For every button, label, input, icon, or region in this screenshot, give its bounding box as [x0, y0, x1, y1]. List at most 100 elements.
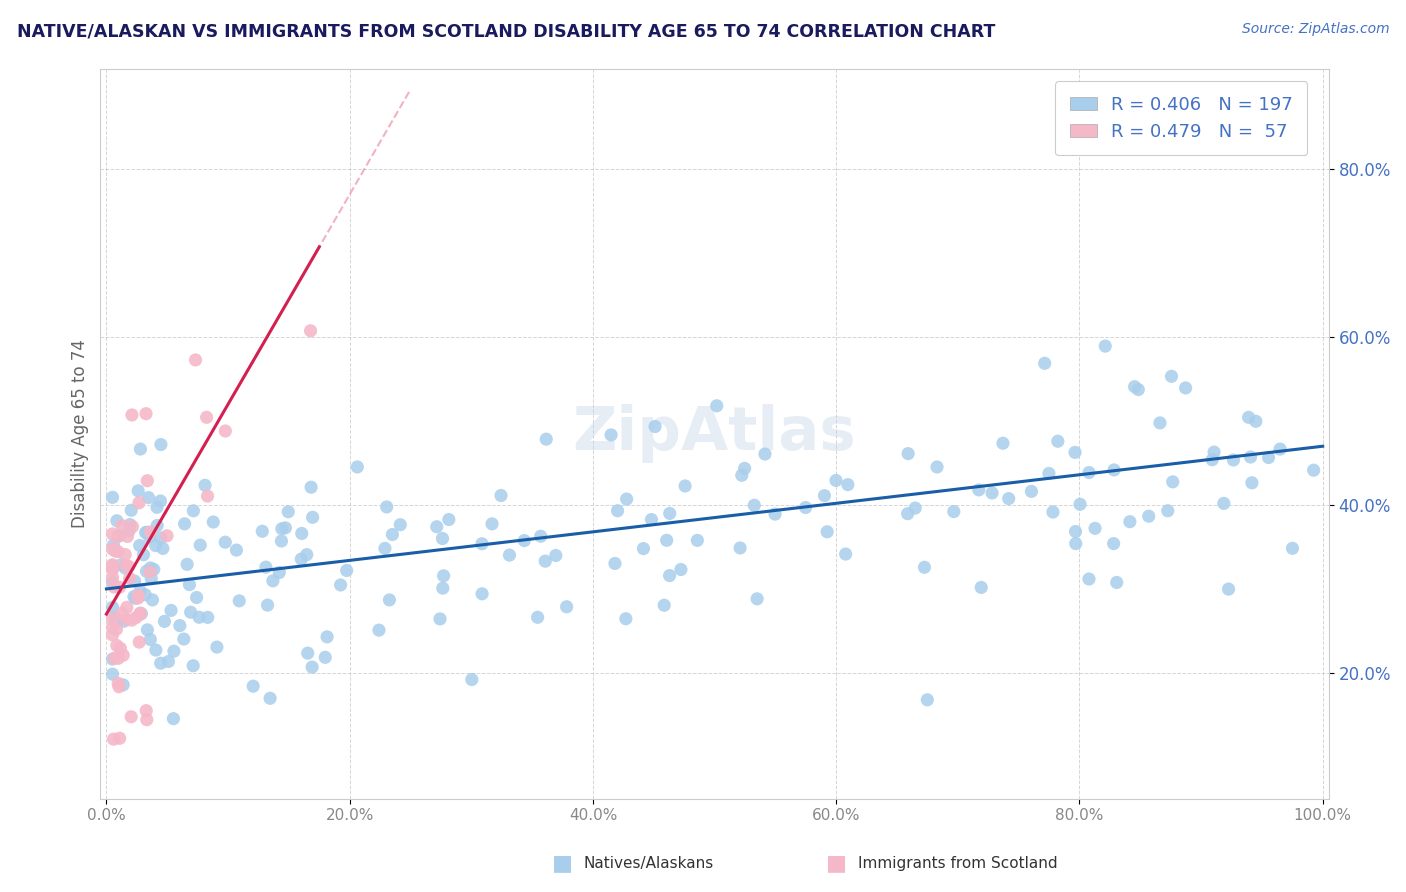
Point — [754, 447, 776, 461]
Point — [184, 353, 207, 368]
Point — [291, 526, 314, 541]
Point — [101, 558, 124, 572]
Point — [336, 564, 359, 578]
Point — [142, 562, 165, 576]
Point — [277, 505, 299, 519]
Point — [925, 460, 948, 475]
Point — [917, 693, 939, 707]
Point — [658, 568, 681, 582]
Point — [1302, 463, 1324, 477]
Point — [640, 512, 662, 526]
Point — [118, 517, 141, 532]
Point — [135, 704, 157, 718]
Point — [111, 518, 134, 533]
Point — [256, 598, 278, 612]
Point — [1237, 410, 1260, 425]
Point — [526, 610, 548, 624]
Point — [101, 561, 124, 575]
Point — [534, 554, 557, 568]
Point — [437, 512, 460, 526]
Point — [686, 533, 709, 548]
Point — [644, 419, 666, 434]
Point — [101, 652, 124, 666]
Point — [616, 491, 638, 506]
Point — [103, 580, 125, 594]
Point — [181, 658, 204, 673]
Point — [1157, 504, 1180, 518]
Point — [763, 507, 786, 521]
Point — [429, 612, 451, 626]
Point — [329, 578, 352, 592]
Point — [731, 468, 754, 483]
Point — [103, 651, 125, 665]
Point — [108, 580, 131, 594]
Point — [110, 558, 132, 572]
Text: ■: ■ — [827, 854, 846, 873]
Point — [173, 516, 195, 531]
Y-axis label: Disability Age 65 to 74: Disability Age 65 to 74 — [72, 339, 89, 528]
Point — [904, 501, 927, 516]
Point — [214, 535, 236, 549]
Point — [544, 549, 567, 563]
Point — [225, 543, 247, 558]
Point — [1078, 466, 1101, 480]
Point — [152, 541, 174, 556]
Point — [163, 644, 186, 658]
Point — [734, 461, 756, 475]
Point — [105, 615, 128, 630]
Point — [1102, 536, 1125, 550]
Text: Immigrants from Scotland: Immigrants from Scotland — [858, 856, 1057, 871]
Point — [228, 594, 250, 608]
Point — [214, 424, 236, 438]
Point — [160, 603, 183, 617]
Point — [101, 612, 124, 626]
Point — [825, 474, 848, 488]
Point — [834, 547, 856, 561]
Point — [991, 436, 1014, 450]
Point — [108, 529, 131, 543]
Point — [183, 504, 205, 518]
Point — [426, 520, 449, 534]
Point — [432, 581, 454, 595]
Point — [101, 620, 124, 634]
Point — [270, 534, 292, 549]
Point — [513, 533, 536, 548]
Point — [101, 570, 124, 584]
Point — [368, 623, 391, 637]
Point — [135, 564, 157, 578]
Legend: R = 0.406   N = 197, R = 0.479   N =  57: R = 0.406 N = 197, R = 0.479 N = 57 — [1056, 81, 1308, 155]
Point — [498, 548, 520, 562]
Point — [815, 524, 838, 539]
Point — [1160, 369, 1182, 384]
Point — [115, 612, 138, 626]
Point — [603, 557, 626, 571]
Point — [107, 544, 129, 558]
Point — [1149, 416, 1171, 430]
Point — [794, 500, 817, 515]
Point — [202, 515, 225, 529]
Point — [301, 510, 323, 524]
Point — [129, 606, 152, 620]
Point — [112, 678, 135, 692]
Point — [101, 527, 124, 541]
Point — [127, 589, 149, 603]
Point — [981, 486, 1004, 500]
Point — [179, 577, 201, 591]
Point — [912, 560, 935, 574]
Point — [127, 483, 149, 498]
Point — [606, 504, 628, 518]
Point — [105, 514, 128, 528]
Point — [555, 599, 578, 614]
Point — [107, 651, 129, 665]
Point — [149, 494, 172, 508]
Point — [114, 548, 136, 562]
Point — [105, 622, 128, 636]
Point — [269, 566, 291, 580]
Point — [1105, 575, 1128, 590]
Point — [101, 558, 124, 573]
Point — [536, 432, 558, 446]
Point — [139, 561, 162, 575]
Point — [1078, 572, 1101, 586]
Point — [295, 548, 318, 562]
Point — [124, 574, 146, 588]
